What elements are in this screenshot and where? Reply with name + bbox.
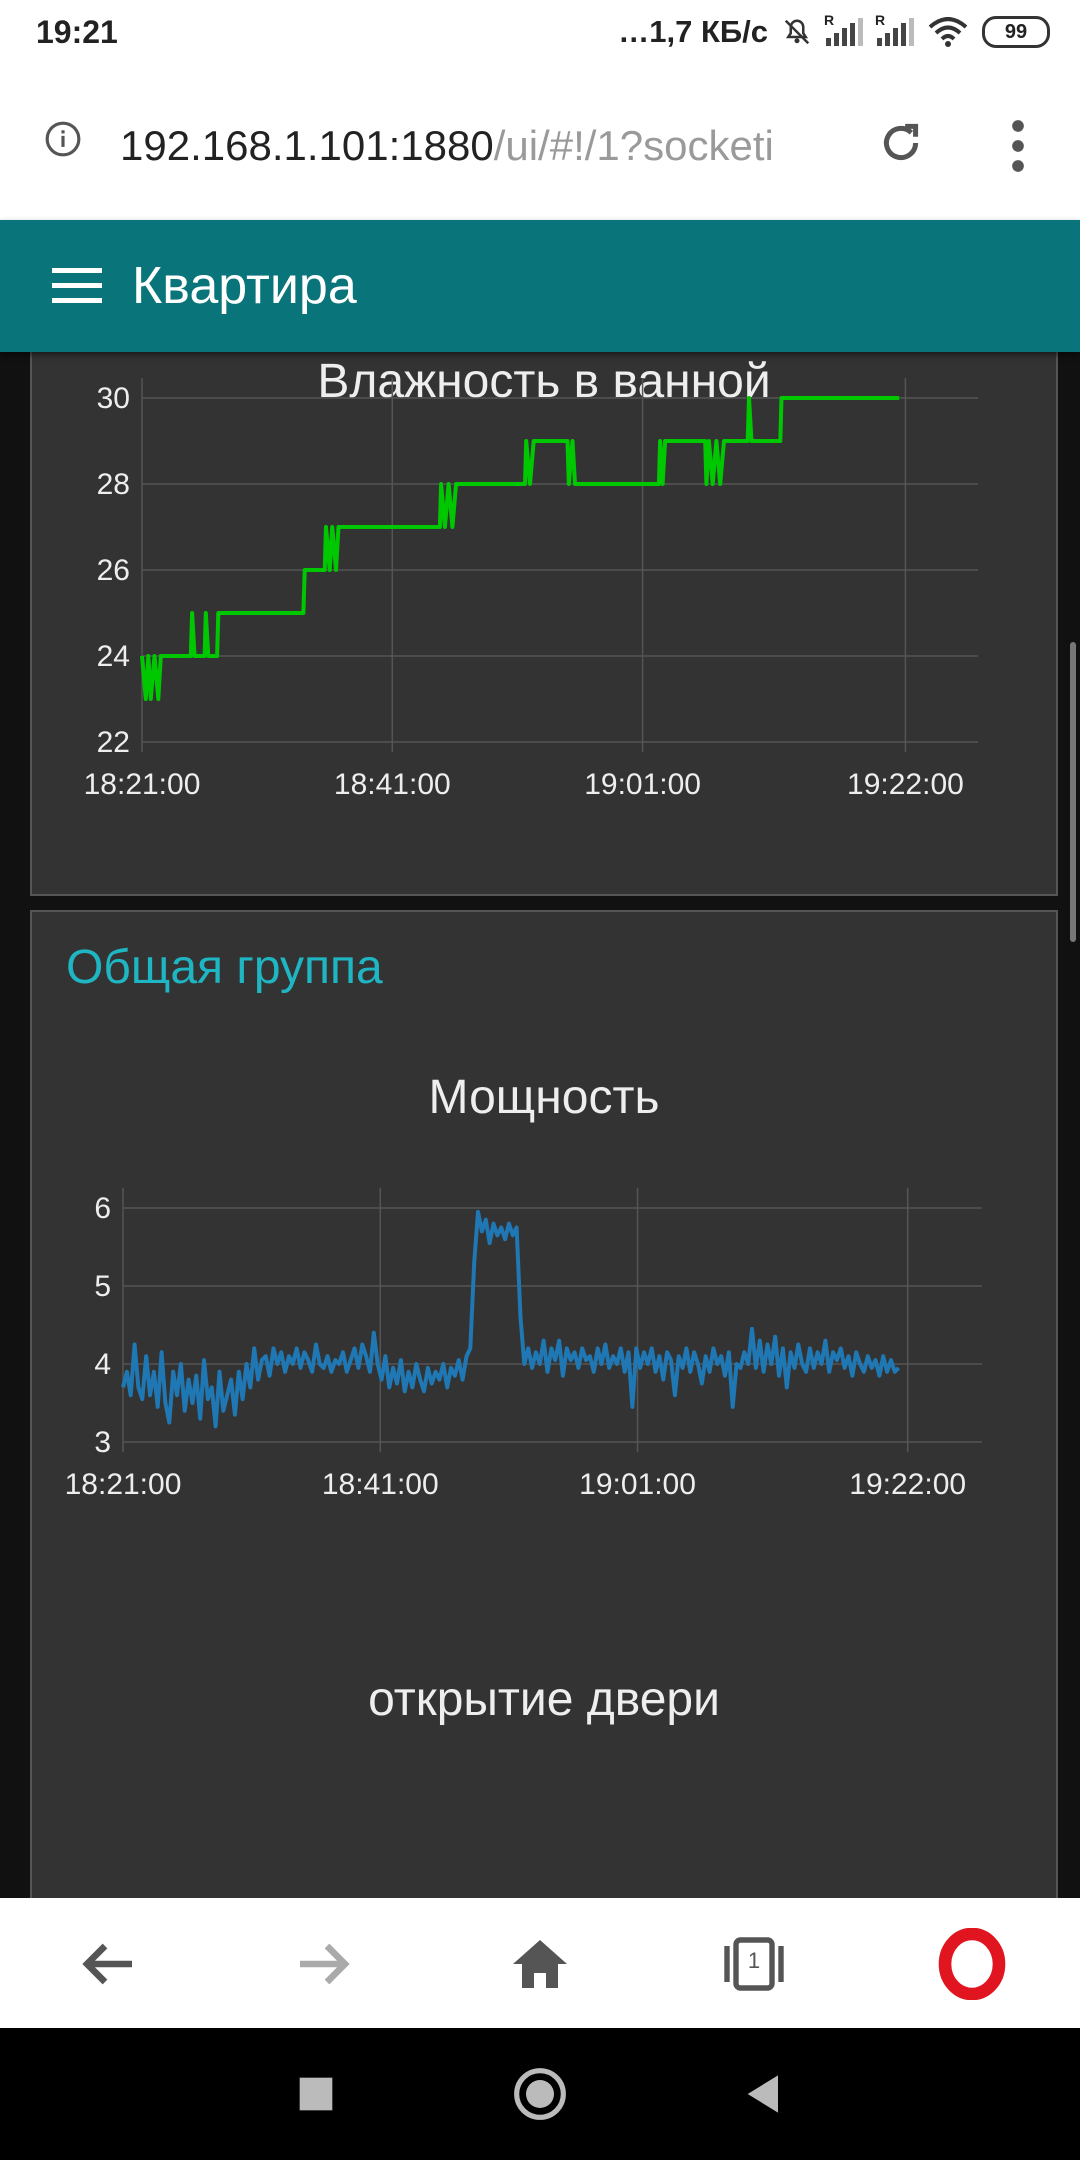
status-icons: …1,7 КБ/с R R 99	[618, 12, 1050, 50]
power-x-tick: 19:22:00	[849, 1468, 966, 1501]
power-y-tick: 4	[94, 1348, 111, 1381]
browser-menu-icon[interactable]	[1000, 116, 1036, 176]
home-circle-icon[interactable]	[512, 2066, 568, 2122]
hamburger-menu-icon[interactable]	[52, 268, 102, 304]
humidity-x-tick: 19:22:00	[847, 768, 964, 801]
back-triangle-icon[interactable]	[736, 2066, 792, 2122]
url-field[interactable]: 192.168.1.101:1880/ui/#!/1?socketi	[120, 122, 840, 170]
url-path: /ui/#!/1?socketi	[493, 122, 774, 169]
humidity-y-tick: 26	[97, 554, 130, 587]
forward-arrow-icon[interactable]	[288, 1928, 360, 2000]
system-nav-bar	[0, 2028, 1080, 2160]
power-x-tick: 18:21:00	[65, 1468, 182, 1501]
scrollbar[interactable]	[1070, 642, 1076, 942]
clock: 19:21	[36, 14, 118, 50]
opera-menu-icon[interactable]	[936, 1928, 1008, 2000]
back-arrow-icon[interactable]	[72, 1928, 144, 2000]
signal-sim1-icon: R	[824, 12, 863, 46]
humidity-series-line	[140, 396, 900, 701]
power-y-tick: 3	[94, 1426, 111, 1459]
site-info-icon[interactable]	[44, 120, 82, 158]
humidity-y-tick: 30	[97, 382, 130, 415]
power-chart-title: Мощность	[428, 1071, 660, 1124]
power-y-tick: 6	[94, 1192, 111, 1225]
battery-indicator: 99	[982, 16, 1050, 48]
door-opening-title: открытие двери	[368, 1673, 720, 1726]
tabs-button[interactable]: 1	[718, 1928, 790, 2000]
url-host: 192.168.1.101:1880	[120, 122, 494, 169]
home-icon[interactable]	[504, 1928, 576, 2000]
power-series-line	[121, 1209, 901, 1429]
dashboard-toolbar: Квартира	[0, 220, 1080, 352]
signal-sim2-icon: R	[875, 12, 914, 46]
humidity-chart: 22 24 26 28 30 18:21:00 18:41:00 19:01:00 19:22:…	[84, 378, 978, 801]
power-x-tick: 19:01:00	[579, 1468, 696, 1501]
power-y-tick: 5	[94, 1270, 111, 1303]
tabs-icon	[724, 1937, 784, 1991]
humidity-x-tick: 19:01:00	[584, 768, 701, 801]
tabs-count: 1	[747, 1948, 761, 1973]
wifi-icon	[928, 17, 968, 47]
humidity-y-tick: 28	[97, 468, 130, 501]
reload-icon[interactable]	[876, 118, 926, 168]
status-bar: 19:21 …1,7 КБ/с R R 99	[0, 0, 1080, 68]
page-title: Квартира	[132, 257, 357, 315]
general-group-card: Общая группа Мощность 3 4 5 6 18:21:00 18:41:…	[30, 910, 1058, 1898]
browser-address-bar: 192.168.1.101:1880/ui/#!/1?socketi	[0, 68, 1080, 220]
power-chart: 3 4 5 6 18:21:00 18:41:00 19:01:00 19:22:00	[65, 1188, 982, 1501]
humidity-x-tick: 18:21:00	[84, 768, 201, 801]
recents-square-icon[interactable]	[288, 2066, 344, 2122]
power-x-tick: 18:41:00	[322, 1468, 439, 1501]
humidity-card: Влажность в ванной 22 24 26 28 30 18:21:00 18:…	[30, 352, 1058, 896]
network-speed: …1,7 КБ/с	[618, 14, 768, 49]
browser-nav-bar: 1	[0, 1898, 1080, 2028]
humidity-x-tick: 18:41:00	[334, 768, 451, 801]
humidity-y-tick: 24	[97, 640, 130, 673]
dashboard-content: Влажность в ванной 22 24 26 28 30 18:21:00 18:…	[0, 352, 1080, 1898]
mute-bell-icon	[784, 19, 810, 45]
humidity-y-tick: 22	[97, 726, 130, 759]
group-title: Общая группа	[66, 941, 383, 994]
